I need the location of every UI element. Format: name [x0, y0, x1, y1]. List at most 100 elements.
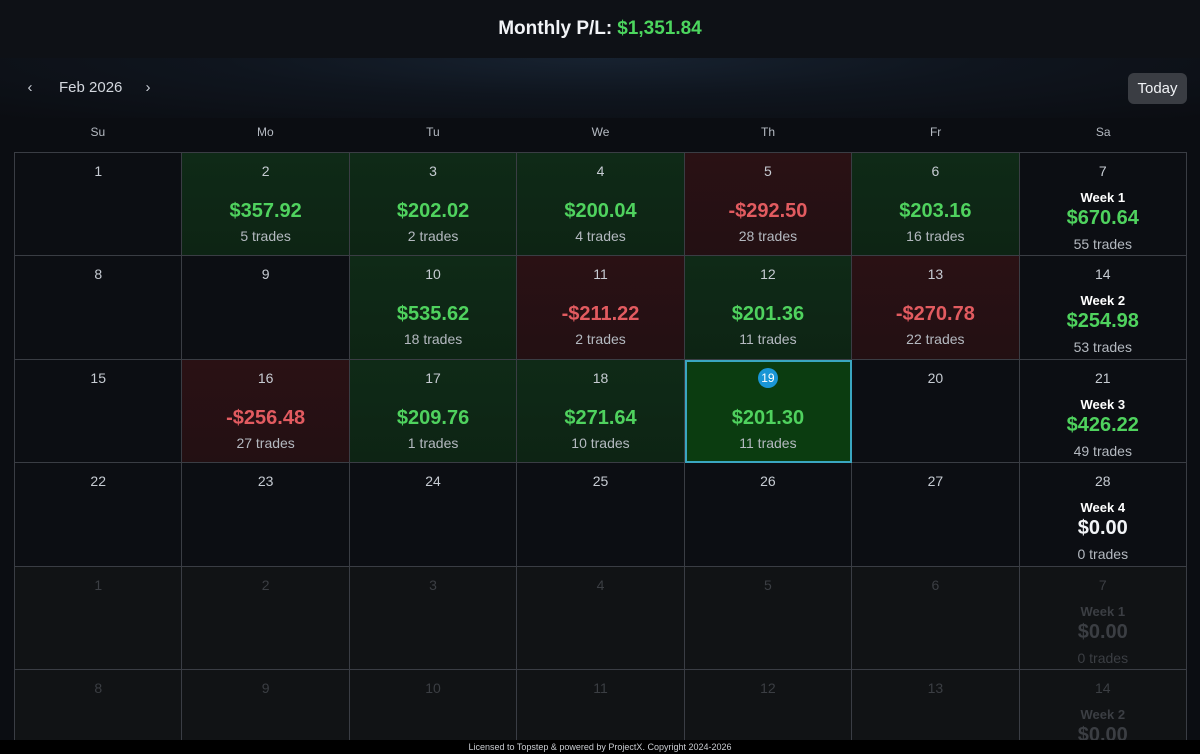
- week-summary-cell[interactable]: 7 Week 1 $0.00 0 trades: [1019, 566, 1187, 670]
- chevron-right-icon[interactable]: ›: [145, 78, 151, 96]
- day-cell[interactable]: 11 -$211.22 2 trades: [517, 256, 685, 360]
- week-label: Week 2: [1080, 293, 1126, 309]
- week-summary-cell[interactable]: 28 Week 4 $0.00 0 trades: [1019, 463, 1187, 567]
- weekday-friday: Fr: [929, 125, 942, 139]
- day-cell[interactable]: 4 $200.04 4 trades: [517, 153, 685, 257]
- day-number: 2: [261, 163, 270, 179]
- day-pnl: $201.36: [731, 303, 805, 326]
- day-number: 4: [596, 576, 605, 593]
- day-number: 12: [760, 679, 776, 696]
- day-trade-count: 2 trades: [575, 331, 626, 348]
- day-cell[interactable]: 2 $357.92 5 trades: [182, 153, 350, 257]
- week-summary-cell[interactable]: 7 Week 1 $670.64 55 trades: [1019, 153, 1187, 257]
- week-label: Week 1: [1080, 603, 1126, 619]
- day-cell[interactable]: 20: [852, 359, 1020, 464]
- day-pnl: $202.02: [396, 200, 470, 222]
- week-pnl: $426.22: [1066, 413, 1139, 436]
- day-cell[interactable]: 26: [684, 463, 853, 567]
- day-cell[interactable]: 27: [852, 463, 1020, 567]
- day-cell[interactable]: 8: [15, 669, 183, 752]
- day-number: 4: [596, 163, 605, 179]
- day-cell[interactable]: 3 $202.02 2 trades: [349, 153, 518, 257]
- weekday-thursday: Th: [761, 125, 776, 139]
- week-pnl: $254.98: [1066, 310, 1139, 333]
- day-cell[interactable]: 12 $201.36 11 trades: [684, 256, 853, 360]
- day-number: 3: [429, 576, 437, 593]
- day-number: 26: [760, 473, 776, 490]
- week-summary-cell[interactable]: 21 Week 3 $426.22 49 trades: [1019, 359, 1187, 464]
- day-cell[interactable]: 18 $271.64 10 trades: [517, 359, 685, 464]
- day-number: 17: [425, 369, 441, 386]
- day-cell[interactable]: 11: [517, 669, 685, 752]
- day-cell[interactable]: 12: [684, 669, 853, 752]
- day-cell[interactable]: 1: [15, 566, 183, 670]
- week-label: Week 4: [1080, 500, 1126, 516]
- day-number: 8: [94, 679, 103, 696]
- day-number: 13: [927, 679, 944, 696]
- week-pnl: $0.00: [1077, 620, 1128, 643]
- day-cell[interactable]: 13: [852, 669, 1020, 752]
- day-cell[interactable]: 9: [182, 669, 350, 752]
- day-pnl: -$270.78: [895, 303, 975, 326]
- day-cell[interactable]: 6 $203.16 16 trades: [852, 153, 1020, 257]
- day-number: 28: [1094, 473, 1111, 490]
- week-pnl: $670.64: [1066, 207, 1139, 229]
- day-number: 3: [429, 163, 437, 179]
- day-number: 24: [425, 473, 441, 490]
- day-trade-count: 2 trades: [407, 228, 459, 244]
- day-number: 8: [94, 266, 103, 283]
- day-cell[interactable]: 17 $209.76 1 trades: [349, 359, 518, 464]
- day-trade-count: 10 trades: [571, 434, 630, 451]
- today-button[interactable]: Today: [1128, 73, 1187, 104]
- weekday-tuesday: Tu: [426, 125, 440, 139]
- day-number: 20: [927, 369, 944, 386]
- chevron-left-icon[interactable]: ‹: [27, 78, 33, 96]
- week-trade-count: 0 trades: [1077, 649, 1129, 666]
- day-cell[interactable]: 9: [182, 256, 350, 360]
- day-number: 1: [94, 163, 103, 179]
- footer-license: Licensed to Topstep & powered by Project…: [0, 740, 1200, 754]
- day-number: 21: [1094, 369, 1111, 386]
- day-cell[interactable]: 10 $535.62 18 trades: [349, 256, 518, 360]
- monthly-pl-value: $1,351.84: [617, 18, 702, 39]
- day-cell[interactable]: 1: [15, 153, 183, 257]
- day-cell[interactable]: 6: [852, 566, 1020, 670]
- day-number: 5: [764, 163, 772, 179]
- day-number: 15: [90, 369, 106, 386]
- day-number: 18: [592, 369, 609, 386]
- day-cell[interactable]: 16 -$256.48 27 trades: [182, 359, 350, 464]
- day-cell[interactable]: 23: [182, 463, 350, 567]
- day-cell[interactable]: 24: [349, 463, 518, 567]
- day-cell[interactable]: 22: [15, 463, 183, 567]
- day-number: 1: [94, 576, 103, 593]
- day-cell[interactable]: 5 -$292.50 28 trades: [684, 153, 853, 257]
- day-cell[interactable]: 19 $201.30 11 trades: [684, 359, 853, 464]
- day-number: 11: [593, 679, 608, 696]
- day-cell[interactable]: 10: [349, 669, 518, 752]
- day-cell[interactable]: 3: [349, 566, 518, 670]
- day-pnl: -$292.50: [728, 200, 808, 222]
- day-number: 7: [1098, 163, 1107, 179]
- day-number: 14: [1094, 679, 1111, 696]
- day-cell[interactable]: 8: [15, 256, 183, 360]
- day-number: 25: [592, 473, 609, 490]
- day-trade-count: 27 trades: [236, 434, 295, 451]
- day-cell[interactable]: 15: [15, 359, 183, 464]
- week-trade-count: 0 trades: [1077, 546, 1129, 563]
- day-number: 6: [931, 576, 940, 593]
- day-number: 16: [257, 369, 274, 386]
- day-cell[interactable]: 13 -$270.78 22 trades: [852, 256, 1020, 360]
- week-summary-cell[interactable]: 14 Week 2 $254.98 53 trades: [1019, 256, 1187, 360]
- day-trade-count: 28 trades: [738, 228, 798, 244]
- month-label: Feb 2026: [59, 79, 123, 96]
- day-cell[interactable]: 5: [684, 566, 853, 670]
- day-cell[interactable]: 25: [517, 463, 685, 567]
- day-number: 10: [425, 266, 441, 283]
- day-number: 7: [1098, 576, 1107, 593]
- week-trade-count: 49 trades: [1073, 442, 1132, 459]
- day-cell[interactable]: 4: [517, 566, 685, 670]
- day-pnl: $271.64: [564, 406, 637, 429]
- day-pnl: $535.62: [396, 303, 470, 326]
- day-cell[interactable]: 2: [182, 566, 350, 670]
